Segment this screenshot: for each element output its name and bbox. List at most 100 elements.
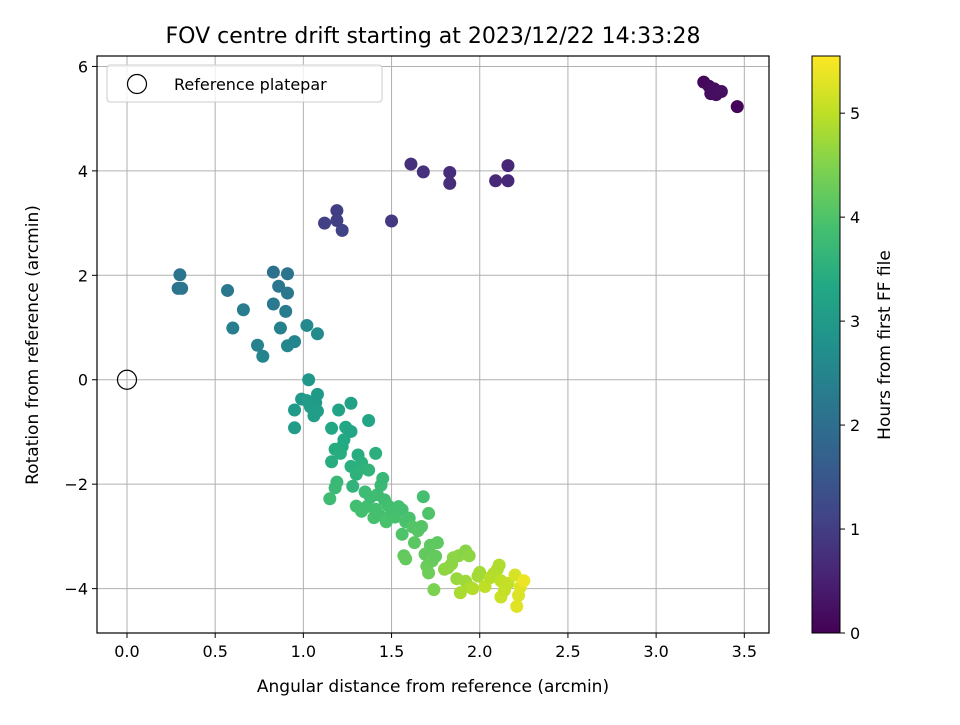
data-point bbox=[376, 471, 390, 485]
data-point bbox=[310, 327, 324, 341]
data-point bbox=[416, 490, 430, 504]
data-point bbox=[462, 549, 476, 563]
legend: Reference platepar bbox=[106, 64, 383, 103]
data-point bbox=[332, 403, 346, 417]
data-point bbox=[272, 279, 286, 293]
reference-platepar-marker bbox=[116, 369, 138, 390]
data-point bbox=[415, 519, 429, 533]
data-point bbox=[256, 349, 270, 363]
data-point bbox=[407, 536, 421, 550]
axis-ticks: 0.0 0.5 1.0 1.5 2.0 2.5 3.0 3.5 −4 −2 0 2 4 6 bbox=[64, 57, 757, 661]
data-point bbox=[288, 335, 302, 349]
data-point bbox=[443, 176, 457, 190]
y-tick-label: −2 bbox=[64, 475, 88, 494]
plot-frame bbox=[96, 55, 770, 634]
grid bbox=[97, 56, 769, 633]
colorbar-tick-label: 2 bbox=[850, 416, 860, 435]
data-point bbox=[273, 321, 287, 335]
data-point bbox=[430, 536, 444, 550]
data-point bbox=[362, 463, 376, 477]
data-point bbox=[416, 165, 430, 179]
data-points bbox=[116, 75, 744, 613]
data-point bbox=[453, 586, 467, 600]
data-point bbox=[466, 582, 480, 596]
data-point bbox=[288, 421, 302, 435]
data-point bbox=[501, 159, 515, 173]
colorbar-label: Hours from first FF file bbox=[875, 250, 895, 440]
data-point bbox=[310, 387, 324, 401]
data-point bbox=[280, 267, 294, 281]
colorbar: 0 1 2 3 4 5 Hours from first FF file bbox=[811, 55, 895, 643]
legend-box bbox=[106, 64, 383, 103]
data-point bbox=[429, 549, 443, 563]
data-point bbox=[330, 475, 344, 489]
y-tick-label: −4 bbox=[64, 580, 88, 599]
data-point bbox=[399, 552, 413, 566]
data-point bbox=[517, 574, 531, 588]
data-point bbox=[280, 286, 294, 300]
x-tick-label: 1.5 bbox=[379, 642, 404, 661]
data-point bbox=[325, 421, 339, 435]
data-point bbox=[730, 100, 744, 114]
data-point bbox=[510, 599, 524, 613]
x-tick-label: 0.5 bbox=[202, 642, 227, 661]
data-point bbox=[369, 446, 383, 460]
x-tick-label: 2.5 bbox=[555, 642, 580, 661]
data-point bbox=[492, 558, 506, 572]
data-point bbox=[385, 214, 399, 228]
colorbar-gradient bbox=[811, 55, 841, 634]
data-point bbox=[395, 527, 409, 541]
chart-title: FOV centre drift starting at 2023/12/22 … bbox=[166, 24, 701, 49]
data-point bbox=[404, 157, 418, 171]
legend-label: Reference platepar bbox=[174, 75, 327, 94]
data-point bbox=[221, 283, 235, 297]
y-tick-label: 6 bbox=[78, 57, 88, 76]
legend-marker-icon bbox=[126, 73, 148, 95]
data-point bbox=[422, 506, 436, 520]
data-point bbox=[335, 223, 349, 237]
y-tick-label: 4 bbox=[78, 162, 88, 181]
x-tick-label: 0.0 bbox=[114, 642, 139, 661]
x-tick-label: 3.0 bbox=[643, 642, 668, 661]
data-point bbox=[489, 174, 503, 188]
data-point bbox=[344, 424, 358, 438]
data-point bbox=[173, 268, 187, 282]
data-point bbox=[346, 479, 360, 493]
data-point bbox=[344, 396, 358, 410]
x-tick-label: 2.0 bbox=[467, 642, 492, 661]
colorbar-tick-label: 1 bbox=[850, 520, 860, 539]
data-point bbox=[501, 174, 515, 188]
data-point bbox=[325, 455, 339, 469]
data-point bbox=[473, 565, 487, 579]
data-point bbox=[302, 373, 316, 387]
data-point bbox=[443, 165, 457, 179]
data-point bbox=[318, 216, 332, 230]
data-point bbox=[266, 265, 280, 279]
data-point bbox=[427, 583, 441, 597]
x-tick-label: 1.0 bbox=[291, 642, 316, 661]
data-point bbox=[714, 85, 728, 99]
colorbar-tick-label: 4 bbox=[850, 208, 860, 227]
colorbar-tick-label: 0 bbox=[850, 624, 860, 643]
data-point bbox=[226, 321, 240, 335]
data-point bbox=[422, 566, 436, 580]
data-point bbox=[279, 304, 293, 318]
data-point bbox=[175, 281, 189, 295]
x-axis-label: Angular distance from reference (arcmin) bbox=[257, 677, 609, 697]
y-tick-label: 2 bbox=[78, 266, 88, 285]
data-point bbox=[300, 318, 314, 332]
x-tick-label: 3.5 bbox=[732, 642, 757, 661]
colorbar-tick-label: 3 bbox=[850, 312, 860, 331]
data-point bbox=[323, 492, 337, 506]
data-point bbox=[330, 213, 344, 227]
data-point bbox=[330, 204, 344, 218]
colorbar-ticks: 0 1 2 3 4 5 bbox=[840, 104, 860, 643]
y-tick-label: 0 bbox=[78, 371, 88, 390]
data-point bbox=[251, 338, 265, 352]
colorbar-tick-label: 5 bbox=[850, 104, 860, 123]
data-point bbox=[266, 297, 280, 311]
data-point bbox=[362, 413, 376, 427]
data-point bbox=[288, 403, 302, 417]
y-axis-label: Rotation from reference (arcmin) bbox=[23, 205, 43, 485]
